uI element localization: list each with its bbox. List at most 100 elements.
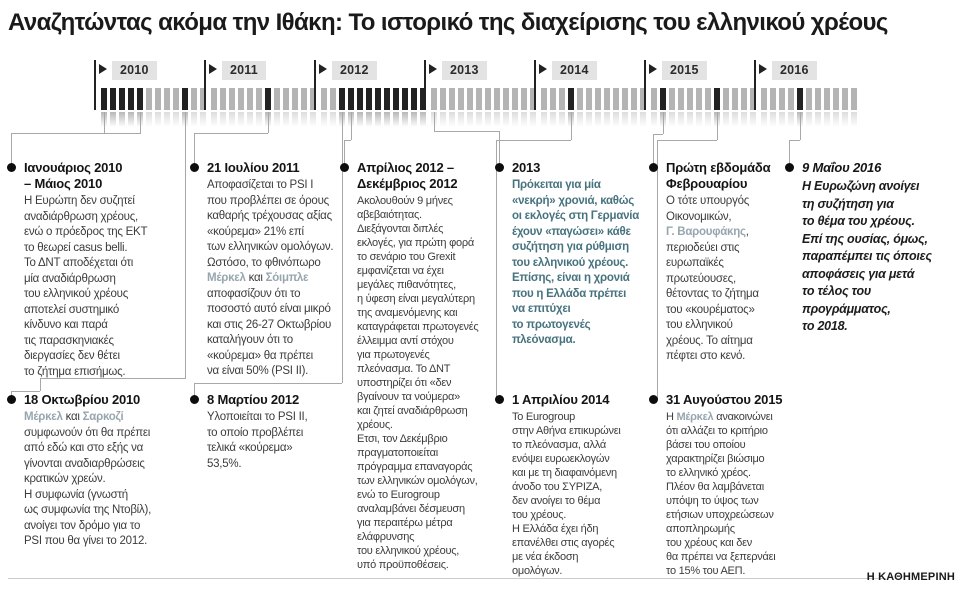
month-tick: [339, 88, 345, 110]
year-flag-pole: [94, 60, 96, 110]
year-flag-pole: [754, 60, 756, 110]
month-tick-reflection: [402, 112, 408, 127]
month-tick-reflection: [613, 112, 619, 127]
month-tick-reflection: [485, 112, 491, 127]
entry-body: Η Ευρώπη δεν συζητεί αναδιάρθρωση χρέους…: [24, 195, 148, 378]
connector-line: [789, 140, 800, 141]
bullet-marker: [340, 163, 349, 172]
connector-line: [717, 112, 718, 140]
month-tick: [119, 88, 125, 110]
month-tick: [631, 88, 637, 110]
connector-line: [194, 133, 195, 166]
month-tick-reflection: [274, 112, 280, 127]
month-tick-reflection: [330, 112, 336, 127]
month-tick: [550, 88, 556, 110]
month-tick-reflection: [357, 112, 363, 127]
connector-line: [800, 112, 801, 140]
month-tick-reflection: [119, 112, 125, 127]
month-tick-reflection: [128, 112, 134, 127]
month-tick-reflection: [550, 112, 556, 127]
entry-heading: 8 Μαρτίου 2012: [207, 392, 299, 407]
month-tick: [696, 88, 702, 110]
month-tick: [146, 88, 152, 110]
month-tick: [366, 88, 372, 110]
month-tick-reflection: [229, 112, 235, 127]
month-tick-reflection: [559, 112, 565, 127]
connector-line: [268, 112, 269, 133]
page-title: Αναζητώντας ακόμα την Ιθάκη: Το ιστορικό…: [8, 9, 888, 36]
month-tick-reflection: [842, 112, 848, 127]
month-tick: [330, 88, 336, 110]
month-tick-reflection: [732, 112, 738, 127]
month-tick: [265, 88, 271, 110]
month-tick-reflection: [631, 112, 637, 127]
connector-line: [185, 112, 186, 378]
entry-body: Αποφασίζεται το PSI I που προβλέπει σε ό…: [207, 179, 334, 377]
month-tick-reflection: [476, 112, 482, 127]
month-tick: [761, 88, 767, 110]
month-tick-reflection: [541, 112, 547, 127]
month-tick-reflection: [393, 112, 399, 127]
connector-line: [499, 131, 500, 165]
month-tick: [238, 88, 244, 110]
entry-heading: Πρώτη εβδομάδα Φεβρουαρίου: [666, 160, 771, 191]
bullet-marker: [649, 395, 658, 404]
year-label: 2016: [772, 61, 817, 80]
footer-rule: [8, 578, 886, 579]
month-tick-reflection: [750, 112, 756, 127]
timeline-entry-jan-may-2010: Ιανουάριος 2010 – Μάιος 2010 Η Ευρώπη δε…: [7, 160, 176, 380]
month-tick: [568, 88, 574, 110]
month-tick: [541, 88, 547, 110]
month-tick-reflection: [220, 112, 226, 127]
year-label: 2014: [552, 61, 597, 80]
bullet-marker: [190, 163, 199, 172]
connector-line: [40, 378, 41, 391]
month-tick: [411, 88, 417, 110]
connector-line: [194, 383, 195, 399]
year-flag-pole: [314, 60, 316, 110]
entry-body: Πρόκειται για μία «νεκρή» χρονιά, καθώς …: [512, 179, 640, 346]
month-tick: [440, 88, 446, 110]
connector-line: [11, 133, 141, 134]
month-tick-reflection: [164, 112, 170, 127]
month-tick: [770, 88, 776, 110]
connector-line: [496, 140, 497, 397]
year-flag-icon: [209, 64, 217, 74]
connector-line: [194, 383, 342, 384]
month-tick: [182, 88, 188, 110]
month-tick: [310, 88, 316, 110]
timeline-entry-31-aug-2015: 31 Αυγούστου 2015 Η Μέρκελ ανακοινώνει ό…: [649, 392, 794, 578]
connector-line: [434, 112, 435, 131]
timeline-entry-1-apr-2014: 1 Απριλίου 2014 Το Eurogroup στην Αθήνα …: [495, 392, 648, 578]
month-tick-reflection: [411, 112, 417, 127]
timeline-entry-2013: 2013 Πρόκειται για μία «νεκρή» χρονιά, κ…: [495, 160, 644, 349]
entry-heading: Ιανουάριος 2010 – Μάιος 2010: [24, 160, 123, 191]
month-tick-reflection: [761, 112, 767, 127]
month-tick: [485, 88, 491, 110]
entry-heading: 2013: [512, 160, 541, 175]
month-tick: [669, 88, 675, 110]
month-tick: [512, 88, 518, 110]
connector-line: [653, 134, 663, 135]
month-tick-reflection: [238, 112, 244, 127]
month-tick: [851, 88, 857, 110]
connector-line: [344, 140, 345, 167]
month-tick-reflection: [494, 112, 500, 127]
month-tick-reflection: [420, 112, 426, 127]
month-tick-reflection: [247, 112, 253, 127]
timeline-entry-18-oct-2010: 18 Οκτωβρίου 2010 Μέρκελ και Σαρκοζί συμ…: [7, 392, 184, 550]
year-label: 2011: [222, 61, 266, 80]
year-flag-icon: [429, 64, 437, 74]
month-tick: [494, 88, 500, 110]
month-tick: [357, 88, 363, 110]
month-tick: [211, 88, 217, 110]
month-tick-reflection: [146, 112, 152, 127]
month-tick: [705, 88, 711, 110]
month-tick: [476, 88, 482, 110]
brand-logo: Η ΚΑΘΗΜΕΡΙΝΗ: [866, 571, 955, 583]
month-tick: [449, 88, 455, 110]
month-tick-reflection: [530, 112, 536, 127]
connector-line: [789, 140, 790, 167]
month-tick-reflection: [851, 112, 857, 127]
year-label: 2013: [442, 61, 487, 80]
